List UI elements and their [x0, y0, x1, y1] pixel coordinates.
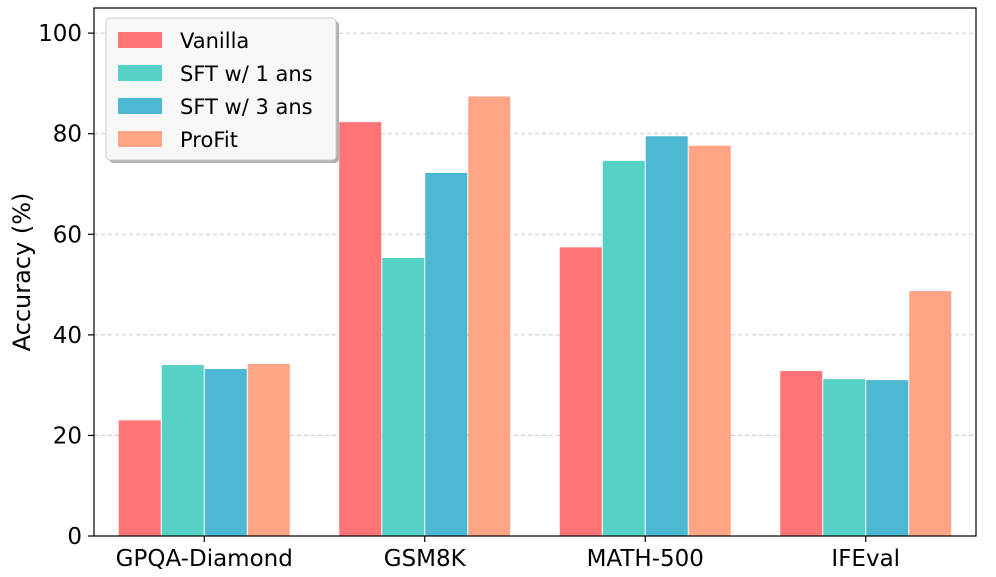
x-tick-label: IFEval — [831, 546, 900, 572]
legend: Vanilla SFT w/ 1 ans SFT w/ 3 ans ProFit — [105, 17, 339, 163]
y-tick-label: 40 — [53, 323, 82, 349]
x-tick-label: GPQA-Diamond — [116, 546, 293, 572]
y-tick-label: 0 — [67, 524, 82, 550]
legend-label: SFT w/ 1 ans — [180, 62, 313, 86]
bar-profit-ifeval — [909, 291, 952, 536]
x-tick-label: GSM8K — [384, 546, 467, 572]
bar-vanilla-gpqa-diamond — [118, 420, 161, 536]
legend-label: ProFit — [180, 128, 238, 152]
bar-sft-w-1-ans-math-500 — [602, 160, 645, 536]
bar-vanilla-ifeval — [780, 371, 823, 536]
bar-vanilla-gsm8k — [339, 122, 382, 537]
bar-sft-w-1-ans-gpqa-diamond — [161, 365, 204, 536]
bar-vanilla-math-500 — [559, 247, 602, 537]
legend-swatch — [118, 32, 162, 48]
bar-profit-gpqa-diamond — [247, 364, 290, 536]
y-axis-label: Accuracy (%) — [8, 193, 36, 352]
bar-sft-w-1-ans-ifeval — [823, 379, 866, 536]
legend-swatch — [118, 98, 162, 114]
y-tick-label: 60 — [53, 222, 82, 248]
bar-profit-gsm8k — [468, 96, 511, 536]
bar-sft-w-3-ans-math-500 — [645, 136, 688, 536]
y-axis: 0 20 40 60 80 100 — [38, 21, 94, 550]
legend-box — [105, 17, 337, 161]
bar-sft-w-3-ans-ifeval — [866, 380, 909, 536]
bar-sft-w-3-ans-gpqa-diamond — [204, 369, 247, 536]
x-axis: GPQA-Diamond GSM8K MATH-500 IFEval — [116, 536, 900, 572]
bar-sft-w-1-ans-gsm8k — [382, 257, 425, 536]
legend-label: Vanilla — [180, 29, 249, 53]
y-tick-label: 80 — [53, 122, 82, 148]
legend-label: SFT w/ 3 ans — [180, 95, 313, 119]
plot-frame — [93, 7, 977, 537]
bars — [118, 96, 952, 537]
bar-sft-w-3-ans-gsm8k — [425, 172, 468, 537]
legend-swatch — [118, 65, 162, 81]
x-tick-label: MATH-500 — [587, 546, 704, 572]
y-tick-label: 20 — [53, 423, 82, 449]
legend-swatch — [118, 131, 162, 147]
bar-profit-math-500 — [688, 145, 731, 537]
y-tick-label: 100 — [38, 21, 82, 47]
